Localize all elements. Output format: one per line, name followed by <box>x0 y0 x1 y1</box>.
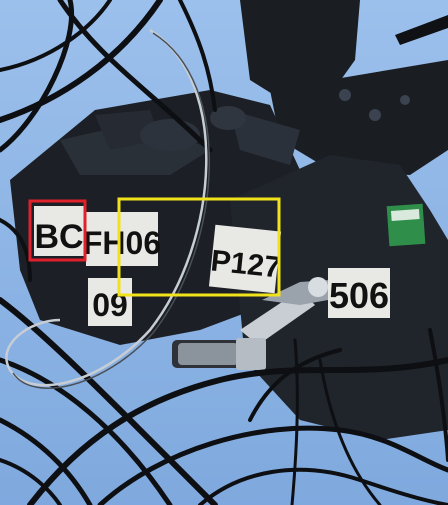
equipment-labels: BC FH06 09 P127 506 <box>34 203 426 326</box>
loop-cable <box>5 28 208 387</box>
label-506: 506 <box>329 275 389 316</box>
label-bc-background <box>34 206 84 256</box>
yellow-annotation-box <box>117 197 281 297</box>
red-annotation-box <box>28 199 87 262</box>
loop-cable-shadow <box>12 32 210 389</box>
label-506-background <box>328 268 390 318</box>
label-bc: BC <box>34 218 83 256</box>
label-09-background <box>88 278 132 326</box>
label-fh06: FH06 <box>83 225 161 261</box>
label-09: 09 <box>92 287 128 323</box>
label-p127: P127 <box>209 244 282 284</box>
connectors <box>172 277 330 370</box>
mounting-bracket <box>240 0 448 175</box>
label-p127-background <box>208 224 282 294</box>
label-fh06-background <box>86 212 158 266</box>
